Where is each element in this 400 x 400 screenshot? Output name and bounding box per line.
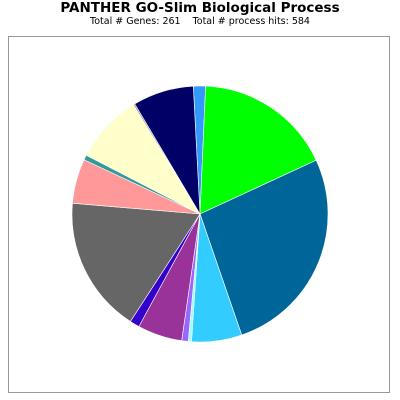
pie-slice-3 [199, 159, 329, 336]
total-genes-label: Total # Genes: 261 [90, 16, 181, 27]
pie-slice-14 [134, 85, 201, 215]
pie-slice-9 [71, 202, 201, 322]
chart-title: PANTHER GO-Slim Biological Process [60, 0, 340, 16]
chart-subtitle: Total # Genes: 261 Total # process hits: … [0, 16, 400, 28]
pie-slice-2 [199, 85, 317, 215]
pie-slices [71, 85, 329, 343]
total-process-hits-label: Total # process hits: 584 [192, 16, 310, 27]
